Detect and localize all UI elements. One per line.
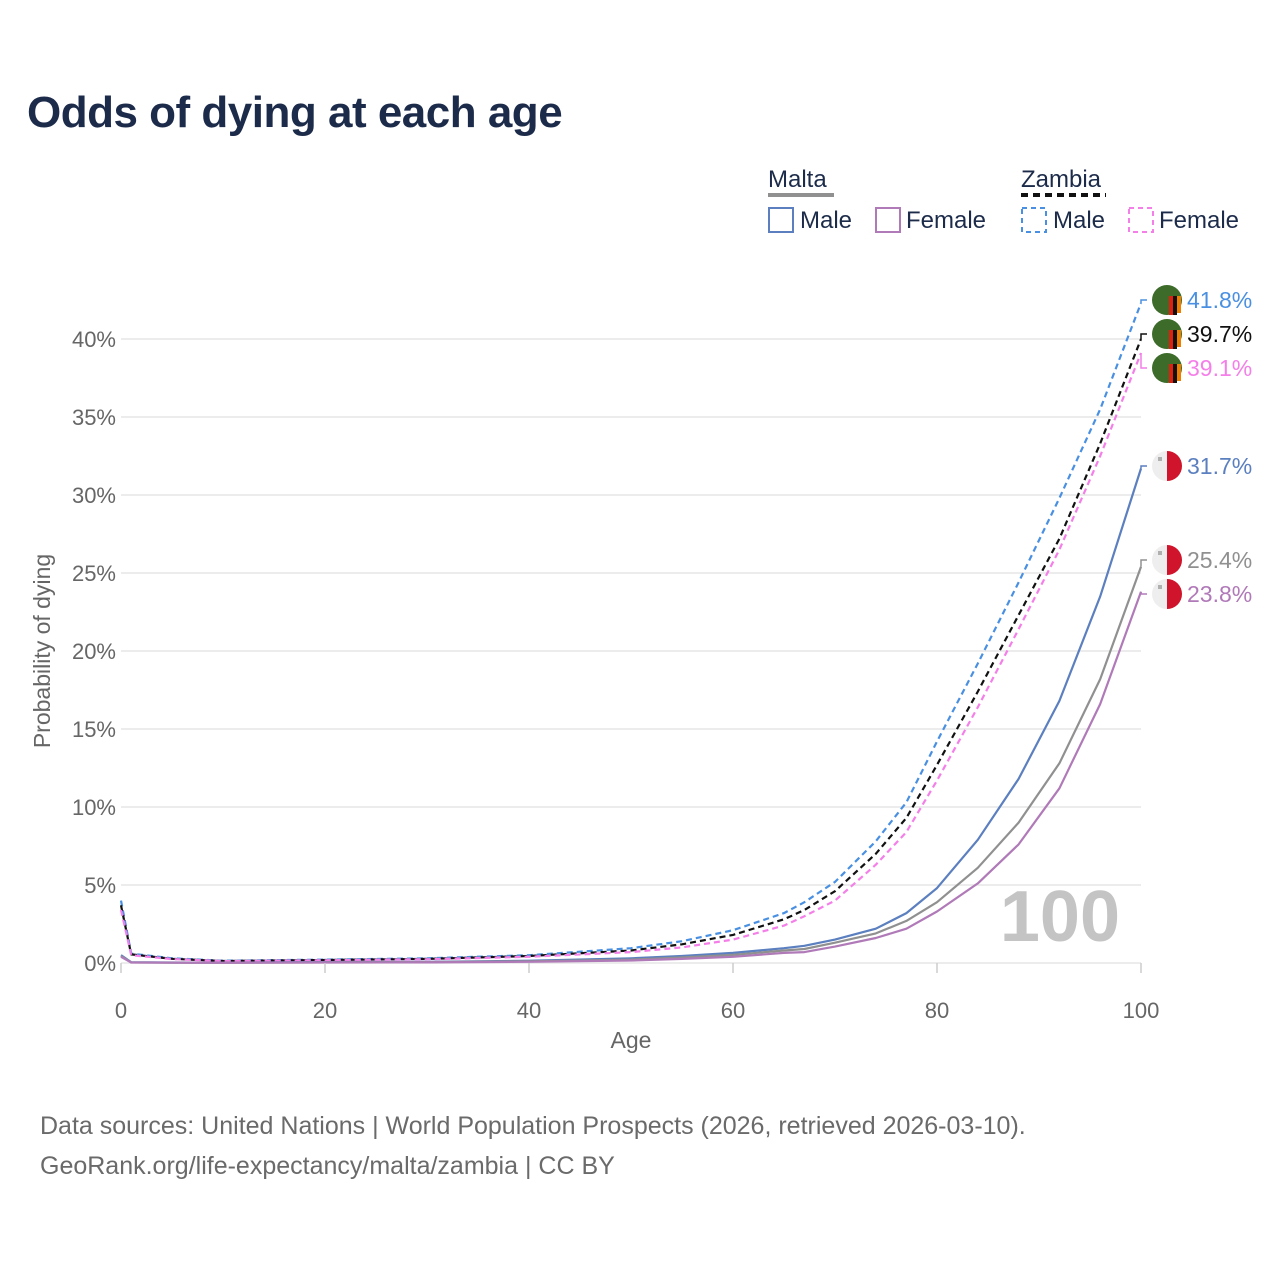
y-tick-label-10: 10% (72, 795, 116, 820)
legend: Malta Male Female Zambia Male Female (768, 166, 1239, 234)
legend-swatch-zambia-female[interactable] (1128, 207, 1154, 233)
end-label-zambia_total: 39.7% (1187, 321, 1252, 347)
legend-swatch-malta-male[interactable] (768, 207, 794, 233)
x-tick-label-100: 100 (1123, 998, 1160, 1023)
footer: Data sources: United Nations | World Pop… (40, 1106, 1026, 1186)
end-label-zambia_male: 41.8% (1187, 287, 1252, 313)
y-tick-label-35: 35% (72, 405, 116, 430)
flag-zambia-icon (1152, 353, 1182, 383)
flag-malta-cross (1158, 585, 1162, 589)
flag-zambia-orange-stripe (1177, 330, 1181, 347)
flag-zambia-red-stripe (1169, 296, 1173, 315)
label-connector-zambia_male (1140, 299, 1147, 304)
y-axis-label: Probability of dying (29, 554, 55, 748)
x-axis-label: Age (611, 1027, 652, 1053)
x-tick-label-40: 40 (517, 998, 541, 1023)
legend-label-malta-female[interactable]: Female (906, 207, 986, 234)
label-connector-malta_female (1140, 591, 1147, 595)
legend-label-malta-male[interactable]: Male (800, 207, 852, 234)
flag-zambia-red-stripe (1169, 330, 1173, 349)
y-tick-label-25: 25% (72, 561, 116, 586)
end-label-malta_female: 23.8% (1187, 581, 1252, 607)
series-line-zambia_female (119, 352, 1143, 963)
legend-label-zambia-female[interactable]: Female (1159, 207, 1239, 234)
data-source-text: Data sources: United Nations | World Pop… (40, 1112, 1026, 1140)
flag-zambia-orange-stripe (1177, 296, 1181, 313)
label-connector-zambia_total (1140, 333, 1147, 339)
series-line-malta_female (120, 591, 1143, 964)
flag-zambia-black-stripe (1173, 296, 1177, 315)
y-tick-label-30: 30% (72, 483, 116, 508)
legend-group-malta-title: Malta (768, 166, 827, 193)
y-tick-label-5: 5% (84, 873, 116, 898)
end-label-malta_total: 25.4% (1187, 547, 1252, 573)
end-label-zambia_female: 39.1% (1187, 355, 1252, 381)
series-line-zambia_male (119, 302, 1143, 962)
x-tick-label-20: 20 (313, 998, 337, 1023)
flag-malta-red-half (1167, 579, 1182, 609)
x-tick-label-60: 60 (721, 998, 745, 1023)
y-tick-label-20: 20% (72, 639, 116, 664)
flag-zambia-black-stripe (1173, 330, 1177, 349)
series-line-malta_male (120, 468, 1143, 964)
flag-zambia-icon (1152, 285, 1182, 315)
flag-zambia-black-stripe (1173, 364, 1177, 383)
y-tick-label-40: 40% (72, 327, 116, 352)
x-tick-label-80: 80 (925, 998, 949, 1023)
legend-group-zambia-title: Zambia (1021, 166, 1102, 193)
chart-title: Odds of dying at each age (27, 88, 563, 137)
label-connector-malta_male (1140, 465, 1147, 469)
age-watermark: 100 (1000, 877, 1120, 957)
flag-malta-cross (1158, 551, 1162, 555)
flag-malta-red-half (1167, 545, 1182, 575)
label-connector-zambia_female (1140, 353, 1147, 369)
flag-zambia-red-stripe (1169, 364, 1173, 383)
x-tick-label-0: 0 (115, 998, 127, 1023)
legend-swatch-malta-female[interactable] (875, 207, 901, 233)
y-tick-label-15: 15% (72, 717, 116, 742)
series-line-zambia_total (119, 338, 1143, 963)
flag-malta-icon (1152, 579, 1182, 609)
series-line-malta_total (120, 566, 1143, 964)
flag-malta-red-half (1167, 451, 1182, 481)
credit-text[interactable]: GeoRank.org/life-expectancy/malta/zambia… (40, 1152, 615, 1180)
flag-zambia-orange-stripe (1177, 364, 1181, 381)
y-tick-label-0: 0% (84, 951, 116, 976)
label-connector-malta_total (1140, 559, 1147, 567)
flag-zambia-icon (1152, 319, 1182, 349)
flag-malta-icon (1152, 451, 1182, 481)
legend-swatch-zambia-male[interactable] (1021, 207, 1047, 233)
flag-malta-cross (1158, 457, 1162, 461)
legend-label-zambia-male[interactable]: Male (1053, 207, 1105, 234)
flag-malta-icon (1152, 545, 1182, 575)
end-label-malta_male: 31.7% (1187, 453, 1252, 479)
